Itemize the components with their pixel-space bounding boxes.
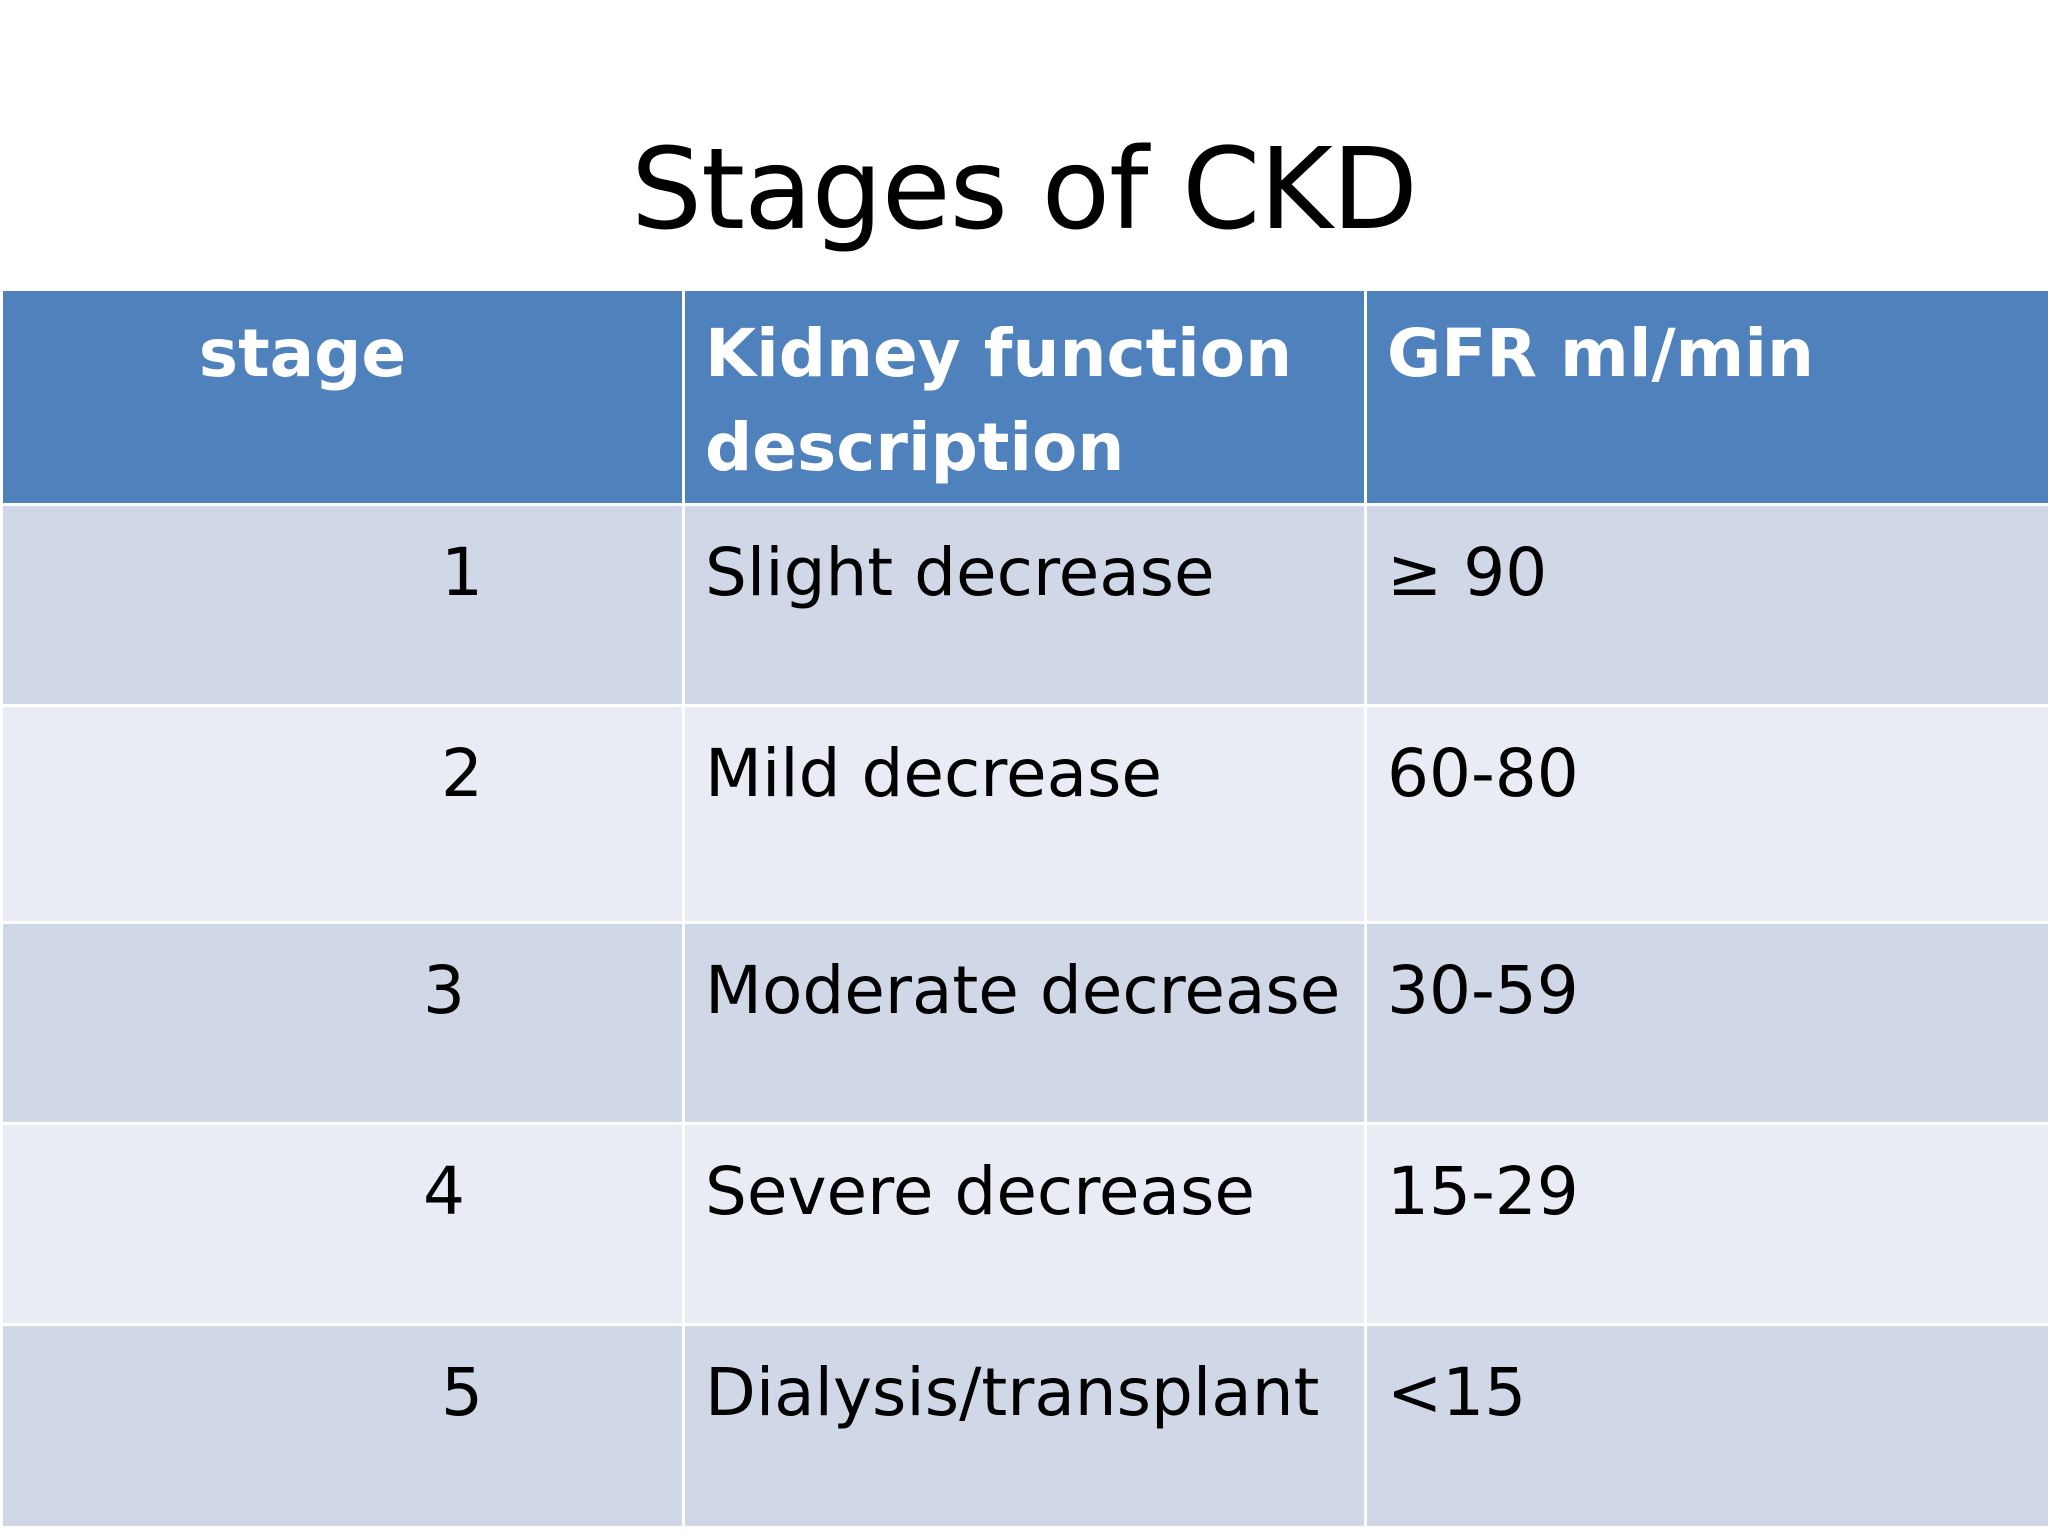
stage-cell: 1 <box>0 503 685 707</box>
stage-cell: 2 <box>0 704 685 924</box>
description-cell: Moderate decrease <box>682 921 1367 1125</box>
stage-value: 4 <box>423 1153 465 1230</box>
header-gfr-label: GFR ml/min <box>1387 315 1814 392</box>
gfr-cell: 15-29 <box>1364 1122 2048 1326</box>
header-description-line2: description <box>705 409 1125 486</box>
header-description-label: Kidney function description <box>687 293 1363 496</box>
table-row: 2 Mild decrease 60-80 <box>0 704 2048 924</box>
description-value: Mild decrease <box>705 735 1163 812</box>
description-value: Severe decrease <box>705 1153 1255 1230</box>
header-stage-label: stage <box>198 315 407 392</box>
header-stage: stage <box>0 288 685 506</box>
description-cell: Dialysis/transplant <box>682 1323 1367 1529</box>
table-row: 3 Moderate decrease 30-59 <box>0 921 2048 1125</box>
stage-cell: 3 <box>0 921 685 1125</box>
header-description: Kidney function description <box>682 288 1367 506</box>
description-cell: Slight decrease <box>682 503 1367 707</box>
ckd-stages-table: stage Kidney function description GFR ml/… <box>0 288 2048 1529</box>
gfr-value: 15-29 <box>1387 1153 1579 1230</box>
gfr-cell: 60-80 <box>1364 704 2048 924</box>
stage-value: 5 <box>441 1354 483 1431</box>
stage-value: 3 <box>423 952 465 1029</box>
gfr-value: <15 <box>1387 1354 1527 1431</box>
table-row: 4 Severe decrease 15-29 <box>0 1122 2048 1326</box>
table-header-row: stage Kidney function description GFR ml/… <box>0 288 2048 506</box>
description-value: Slight decrease <box>705 534 1215 611</box>
stage-cell: 4 <box>0 1122 685 1326</box>
gfr-value: 30-59 <box>1387 952 1579 1029</box>
gfr-cell: 30-59 <box>1364 921 2048 1125</box>
stage-cell: 5 <box>0 1323 685 1529</box>
description-cell: Mild decrease <box>682 704 1367 924</box>
table-row: 5 Dialysis/transplant <15 <box>0 1323 2048 1529</box>
header-gfr: GFR ml/min <box>1364 288 2048 506</box>
header-description-line1: Kidney function <box>705 315 1293 392</box>
gfr-cell: <15 <box>1364 1323 2048 1529</box>
gfr-value: ≥ 90 <box>1387 534 1548 611</box>
gfr-cell: ≥ 90 <box>1364 503 2048 707</box>
slide-title: Stages of CKD <box>630 125 1418 255</box>
stage-value: 1 <box>441 534 483 611</box>
table-row: 1 Slight decrease ≥ 90 <box>0 503 2048 707</box>
description-value: Dialysis/transplant <box>705 1354 1320 1431</box>
description-cell: Severe decrease <box>682 1122 1367 1326</box>
description-value: Moderate decrease <box>705 952 1341 1029</box>
stage-value: 2 <box>441 735 483 812</box>
gfr-value: 60-80 <box>1387 735 1579 812</box>
